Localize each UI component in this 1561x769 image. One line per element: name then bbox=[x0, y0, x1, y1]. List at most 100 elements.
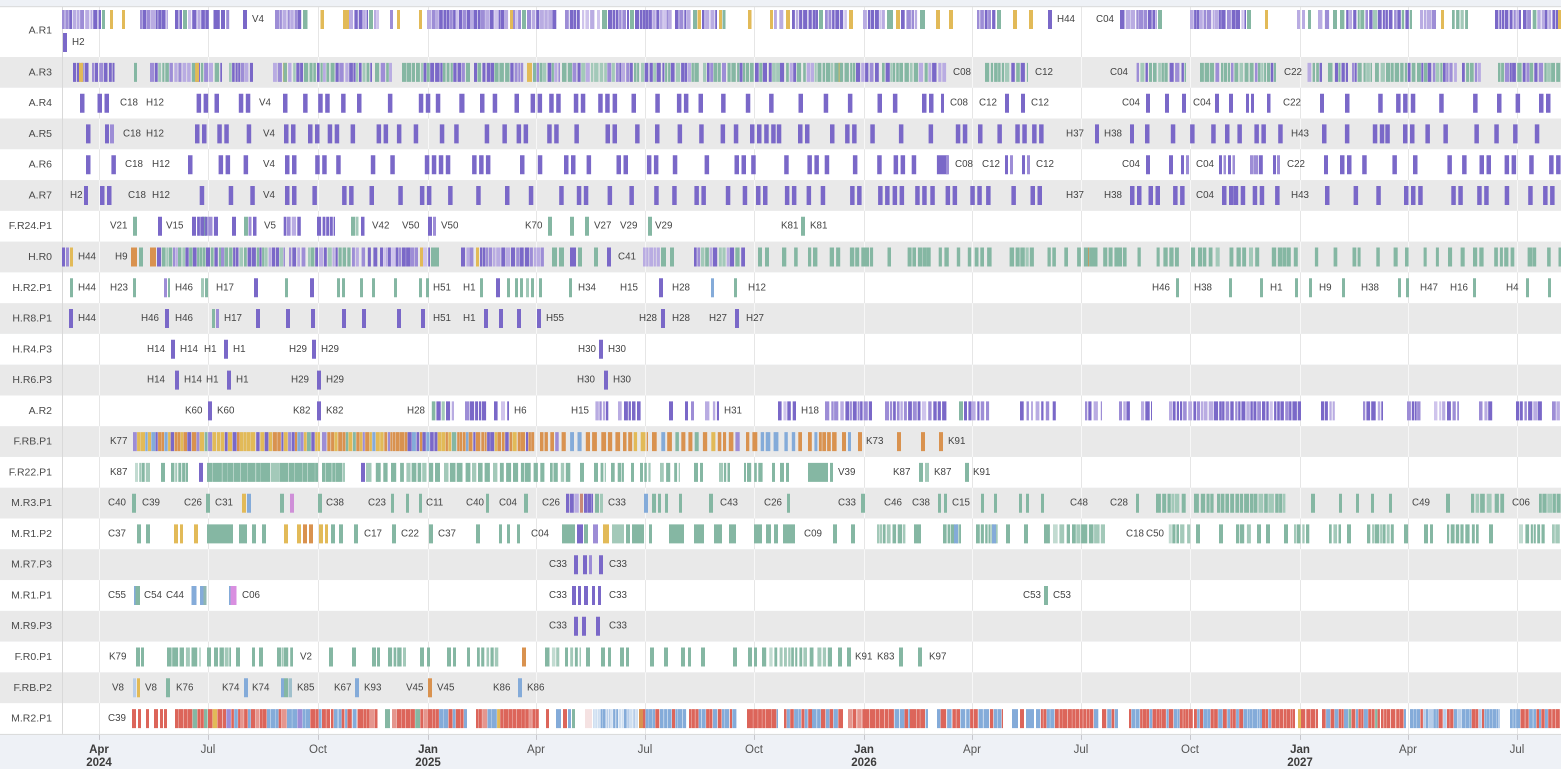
svg-text:H27: H27 bbox=[746, 313, 764, 324]
svg-text:H4: H4 bbox=[1506, 282, 1519, 293]
svg-text:H1: H1 bbox=[463, 282, 476, 293]
svg-text:H38: H38 bbox=[1104, 128, 1123, 139]
svg-text:C18: C18 bbox=[1126, 528, 1145, 539]
svg-text:K74: K74 bbox=[252, 682, 270, 693]
svg-text:H51: H51 bbox=[433, 313, 451, 324]
svg-text:C18: C18 bbox=[128, 190, 147, 201]
svg-text:C38: C38 bbox=[326, 498, 345, 509]
svg-text:H34: H34 bbox=[578, 282, 597, 293]
svg-text:H30: H30 bbox=[613, 375, 632, 386]
svg-text:K74: K74 bbox=[222, 682, 240, 693]
svg-text:H9: H9 bbox=[1319, 282, 1332, 293]
svg-text:C39: C39 bbox=[108, 713, 126, 724]
svg-text:V21: V21 bbox=[110, 221, 127, 232]
svg-text:K73: K73 bbox=[866, 436, 884, 447]
svg-text:H29: H29 bbox=[289, 344, 307, 355]
svg-text:M.R1.P2: M.R1.P2 bbox=[11, 528, 52, 540]
svg-text:V4: V4 bbox=[263, 190, 276, 201]
svg-text:C17: C17 bbox=[364, 528, 382, 539]
svg-text:C33: C33 bbox=[549, 621, 568, 632]
svg-text:H44: H44 bbox=[78, 313, 97, 324]
svg-text:H30: H30 bbox=[578, 344, 597, 355]
svg-text:K60: K60 bbox=[217, 405, 235, 416]
svg-text:C28: C28 bbox=[1110, 498, 1129, 509]
svg-text:C31: C31 bbox=[215, 498, 233, 509]
svg-text:H9: H9 bbox=[115, 252, 128, 263]
svg-text:2026: 2026 bbox=[851, 757, 877, 769]
svg-text:K87: K87 bbox=[893, 467, 910, 478]
svg-text:Jul: Jul bbox=[1074, 744, 1089, 756]
svg-text:H17: H17 bbox=[216, 282, 234, 293]
svg-text:K91: K91 bbox=[948, 436, 965, 447]
svg-text:C26: C26 bbox=[184, 498, 203, 509]
svg-text:A.R2: A.R2 bbox=[29, 405, 53, 417]
svg-text:A.R7: A.R7 bbox=[29, 190, 53, 202]
svg-text:C12: C12 bbox=[982, 159, 1000, 170]
svg-text:H38: H38 bbox=[1104, 190, 1123, 201]
svg-text:H29: H29 bbox=[291, 375, 309, 386]
svg-text:H1: H1 bbox=[236, 375, 249, 386]
svg-text:H15: H15 bbox=[571, 405, 590, 416]
svg-text:H1: H1 bbox=[1270, 282, 1283, 293]
svg-text:K87: K87 bbox=[934, 467, 951, 478]
svg-text:H38: H38 bbox=[1194, 282, 1213, 293]
svg-text:Jan: Jan bbox=[1290, 744, 1310, 756]
svg-text:C12: C12 bbox=[1035, 67, 1053, 78]
svg-text:H55: H55 bbox=[546, 313, 565, 324]
svg-text:K82: K82 bbox=[326, 405, 343, 416]
svg-text:C06: C06 bbox=[1512, 498, 1531, 509]
svg-text:H16: H16 bbox=[1450, 282, 1469, 293]
svg-text:M.R1.P1: M.R1.P1 bbox=[11, 590, 52, 602]
svg-text:H.R8.P1: H.R8.P1 bbox=[12, 313, 52, 325]
svg-text:C04: C04 bbox=[1110, 67, 1129, 78]
svg-text:C26: C26 bbox=[542, 498, 561, 509]
svg-text:C23: C23 bbox=[368, 498, 387, 509]
svg-text:V8: V8 bbox=[112, 682, 125, 693]
svg-text:C39: C39 bbox=[142, 498, 160, 509]
svg-text:H2: H2 bbox=[72, 37, 85, 48]
svg-text:V15: V15 bbox=[166, 221, 184, 232]
svg-text:K81: K81 bbox=[810, 221, 827, 232]
svg-text:K77: K77 bbox=[110, 436, 127, 447]
svg-text:K85: K85 bbox=[297, 682, 315, 693]
svg-text:H12: H12 bbox=[152, 190, 170, 201]
svg-text:H15: H15 bbox=[620, 282, 639, 293]
svg-text:F.RB.P1: F.RB.P1 bbox=[13, 436, 52, 448]
svg-text:K97: K97 bbox=[929, 652, 946, 663]
svg-text:V42: V42 bbox=[372, 221, 389, 232]
svg-text:F.R24.P1: F.R24.P1 bbox=[9, 220, 52, 232]
svg-text:C18: C18 bbox=[120, 98, 139, 109]
svg-text:K60: K60 bbox=[185, 405, 203, 416]
svg-text:H17: H17 bbox=[224, 313, 242, 324]
svg-text:V29: V29 bbox=[655, 221, 672, 232]
svg-text:H44: H44 bbox=[78, 282, 97, 293]
svg-text:Jul: Jul bbox=[638, 744, 653, 756]
svg-text:H51: H51 bbox=[433, 282, 451, 293]
svg-text:H1: H1 bbox=[204, 344, 217, 355]
svg-text:H30: H30 bbox=[577, 375, 596, 386]
svg-text:K81: K81 bbox=[781, 221, 798, 232]
svg-text:C46: C46 bbox=[884, 498, 903, 509]
svg-text:V45: V45 bbox=[406, 682, 424, 693]
svg-text:C22: C22 bbox=[1283, 98, 1301, 109]
svg-text:H12: H12 bbox=[152, 159, 170, 170]
svg-text:H1: H1 bbox=[463, 313, 476, 324]
svg-text:C48: C48 bbox=[1070, 498, 1089, 509]
svg-text:F.R0.P1: F.R0.P1 bbox=[15, 651, 53, 663]
svg-text:C54: C54 bbox=[144, 590, 163, 601]
svg-text:H44: H44 bbox=[78, 252, 97, 263]
svg-text:V50: V50 bbox=[441, 221, 459, 232]
svg-text:Apr: Apr bbox=[1399, 744, 1417, 756]
svg-text:C11: C11 bbox=[426, 498, 443, 509]
svg-text:C22: C22 bbox=[1284, 67, 1302, 78]
svg-text:C50: C50 bbox=[1146, 528, 1165, 539]
svg-text:Jan: Jan bbox=[418, 744, 438, 756]
svg-text:2025: 2025 bbox=[415, 757, 441, 769]
svg-text:C33: C33 bbox=[609, 590, 628, 601]
svg-text:M.R9.P3: M.R9.P3 bbox=[11, 620, 52, 632]
svg-text:K70: K70 bbox=[525, 221, 543, 232]
svg-text:V4: V4 bbox=[259, 98, 272, 109]
svg-text:Jan: Jan bbox=[854, 744, 874, 756]
svg-text:H18: H18 bbox=[801, 405, 820, 416]
svg-text:Apr: Apr bbox=[527, 744, 545, 756]
